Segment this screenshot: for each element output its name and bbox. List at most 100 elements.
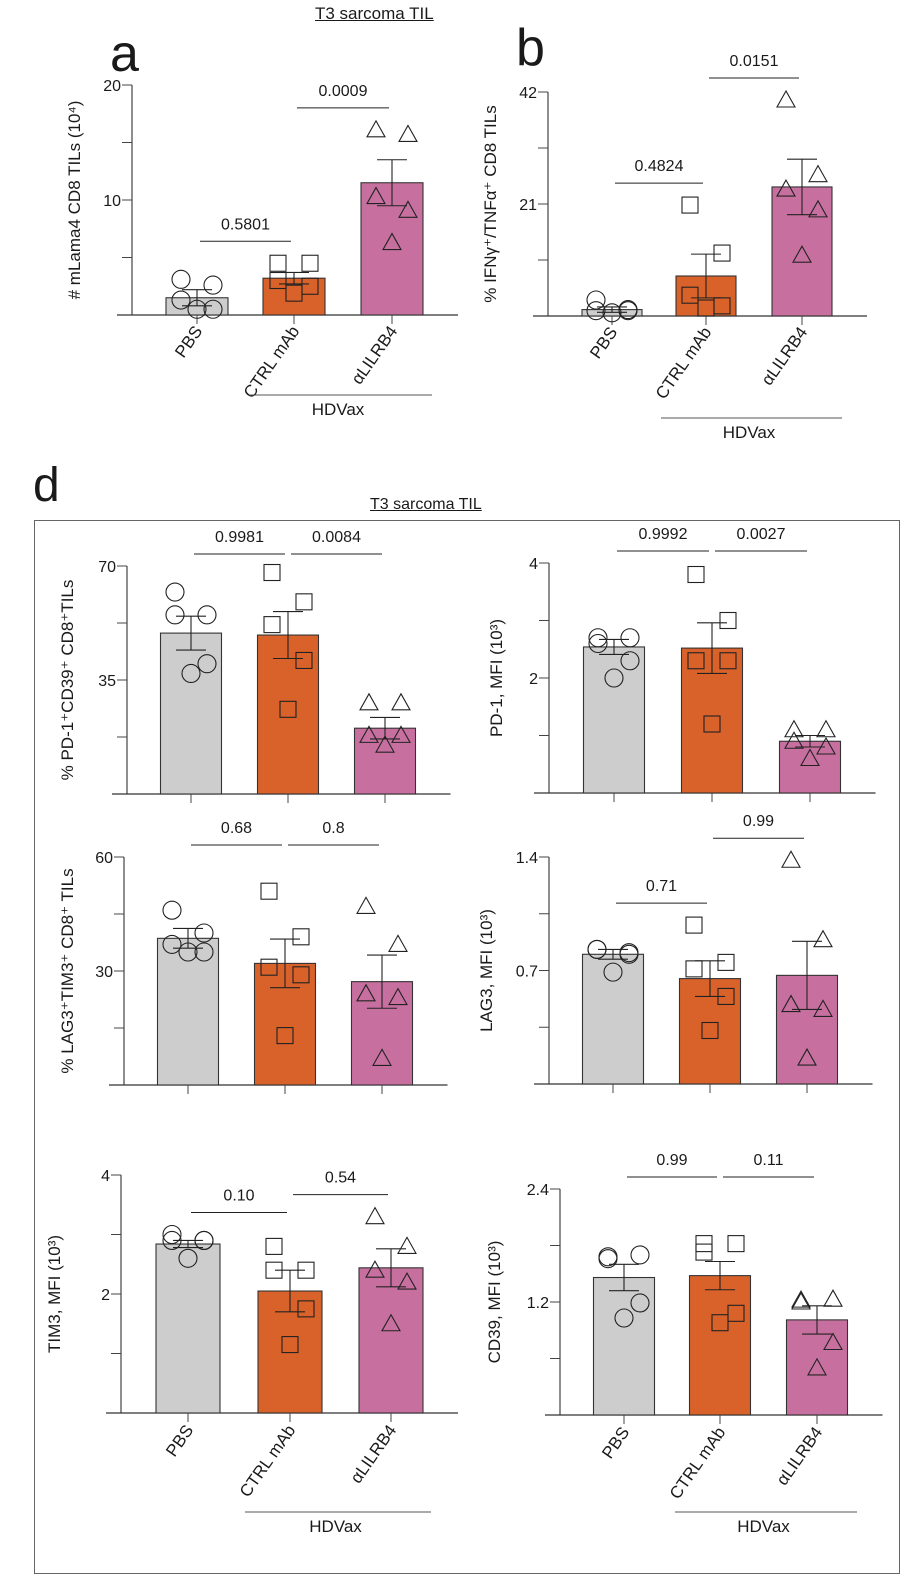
chart-d1: 35 70 % PD-1⁺CD39⁺ CD8⁺TILs 0.9981 0.0084 (58, 529, 451, 803)
data-point-circle (604, 668, 624, 688)
data-point-circle (588, 633, 608, 654)
y-tick-label: 21 (519, 197, 537, 214)
y-tick-label: 35 (98, 673, 116, 690)
data-point-triangle (816, 719, 836, 738)
data-point-circle (618, 301, 638, 321)
data-point-triangle (781, 850, 801, 868)
data-point-square (297, 1300, 315, 1318)
y-tick-label: 1.4 (516, 850, 538, 867)
data-point-circle (194, 923, 214, 943)
bar-0 (581, 953, 645, 1085)
data-point-triangle (776, 178, 796, 197)
y-tick-label: 1.2 (527, 1295, 549, 1312)
data-point-triangle (398, 200, 418, 218)
data-point-triangle (359, 692, 379, 711)
data-point-square (269, 271, 287, 290)
data-point-square (687, 565, 705, 584)
data-point-triangle (366, 186, 386, 205)
chart-d4: 0.7 1.4 LAG3, MFI (10³) 0.71 0.99 (477, 813, 873, 1093)
p-value-label: 0.0027 (737, 526, 786, 543)
data-point-square (265, 1237, 283, 1255)
y-tick-label: 70 (98, 559, 116, 576)
p-value-label: 0.5801 (221, 216, 270, 233)
panel-letter-a: a (110, 25, 139, 83)
bar-0 (159, 632, 223, 795)
x-tick-label: αLILRB4 (773, 1423, 827, 1488)
p-value-label: 0.99 (743, 813, 774, 830)
data-point-square (295, 651, 313, 670)
data-point-triangle (791, 1289, 811, 1308)
data-point-circle (588, 628, 608, 648)
y-tick-label: 20 (103, 78, 121, 95)
data-point-square (685, 916, 703, 934)
p-value-label: 0.11 (754, 1152, 784, 1169)
data-point-triangle (381, 1313, 401, 1332)
p-value-label: 0.0151 (730, 53, 779, 70)
y-tick-label: 2 (101, 1287, 110, 1304)
data-point-square (717, 953, 735, 971)
p-value-label: 0.8 (322, 820, 344, 837)
data-point-circle (165, 605, 185, 625)
data-point-square (263, 616, 281, 634)
data-point-triangle (397, 1236, 417, 1254)
data-point-square (281, 1336, 299, 1354)
data-point-triangle (359, 725, 379, 743)
x-tick-label: CTRL mAb (236, 1421, 299, 1500)
p-value-label: 0.9992 (639, 526, 688, 543)
data-point-circle (620, 651, 640, 671)
p-value-label: 0.68 (221, 820, 252, 837)
y-axis-label: % PD-1⁺CD39⁺ CD8⁺TILs (58, 580, 77, 781)
data-point-square (713, 244, 731, 262)
data-point-triangle (391, 725, 411, 743)
chart-b: 21 42 % IFNγ⁺/TNFα⁺ CD8 TILs PBS CTRL mAb αLI… (481, 53, 867, 442)
data-point-circle (619, 944, 639, 964)
data-point-circle (203, 275, 223, 295)
data-point-square (681, 286, 699, 304)
y-axis-label: LAG3, MFI (10³) (477, 909, 496, 1032)
data-point-triangle (791, 1291, 811, 1310)
data-point-square (727, 1235, 745, 1253)
data-point-triangle (375, 735, 395, 753)
data-point-triangle (388, 987, 408, 1006)
data-point-square (263, 563, 281, 582)
p-value-label: 0.0084 (312, 529, 361, 546)
chart-d3: 30 60 % LAG3⁺TIM3⁺ CD8⁺ TILs 0.68 0.8 (58, 820, 448, 1094)
data-point-triangle (823, 1332, 843, 1351)
bar-0 (592, 1276, 656, 1416)
chart-d6: 1.2 2.4 CD39, MFI (10³) PBS CTRL mAb αLILRB4 H… (485, 1152, 883, 1536)
data-point-triangle (356, 896, 376, 914)
data-point-circle (171, 269, 191, 289)
data-point-square (285, 284, 303, 302)
y-tick-label: 60 (95, 850, 113, 867)
data-point-triangle (808, 199, 828, 218)
data-point-circle (630, 1293, 650, 1313)
data-point-triangle (781, 994, 801, 1013)
x-tick-label: PBS (598, 1423, 633, 1462)
data-point-triangle (388, 934, 408, 952)
x-tick-label: PBS (171, 322, 206, 361)
data-point-square (279, 700, 297, 718)
data-point-square (681, 196, 699, 214)
x-tick-label: CTRL mAb (666, 1423, 729, 1502)
y-axis-label: TIM3, MFI (10³) (45, 1235, 64, 1353)
data-point-triangle (391, 692, 411, 711)
y-tick-label: 2 (529, 671, 538, 688)
group-bracket-label: HDVax (312, 400, 365, 419)
data-point-circle (203, 299, 223, 319)
data-point-circle (586, 301, 606, 321)
p-value-label: 0.0009 (319, 83, 368, 100)
data-point-circle (197, 605, 217, 625)
figure-title-top: T3 sarcoma TIL (315, 4, 434, 23)
y-axis-label: CD39, MFI (10³) (485, 1241, 504, 1364)
bar-1 (688, 1275, 752, 1416)
data-point-triangle (813, 929, 833, 948)
data-point-triangle (397, 1271, 417, 1290)
y-tick-label: 4 (529, 556, 538, 573)
data-point-triangle (784, 731, 804, 749)
data-point-triangle (797, 1047, 817, 1066)
data-point-circle (620, 628, 640, 648)
x-tick-label: PBS (586, 323, 621, 362)
data-point-triangle (792, 245, 812, 263)
data-point-square (260, 882, 278, 900)
data-point-circle (162, 900, 182, 920)
